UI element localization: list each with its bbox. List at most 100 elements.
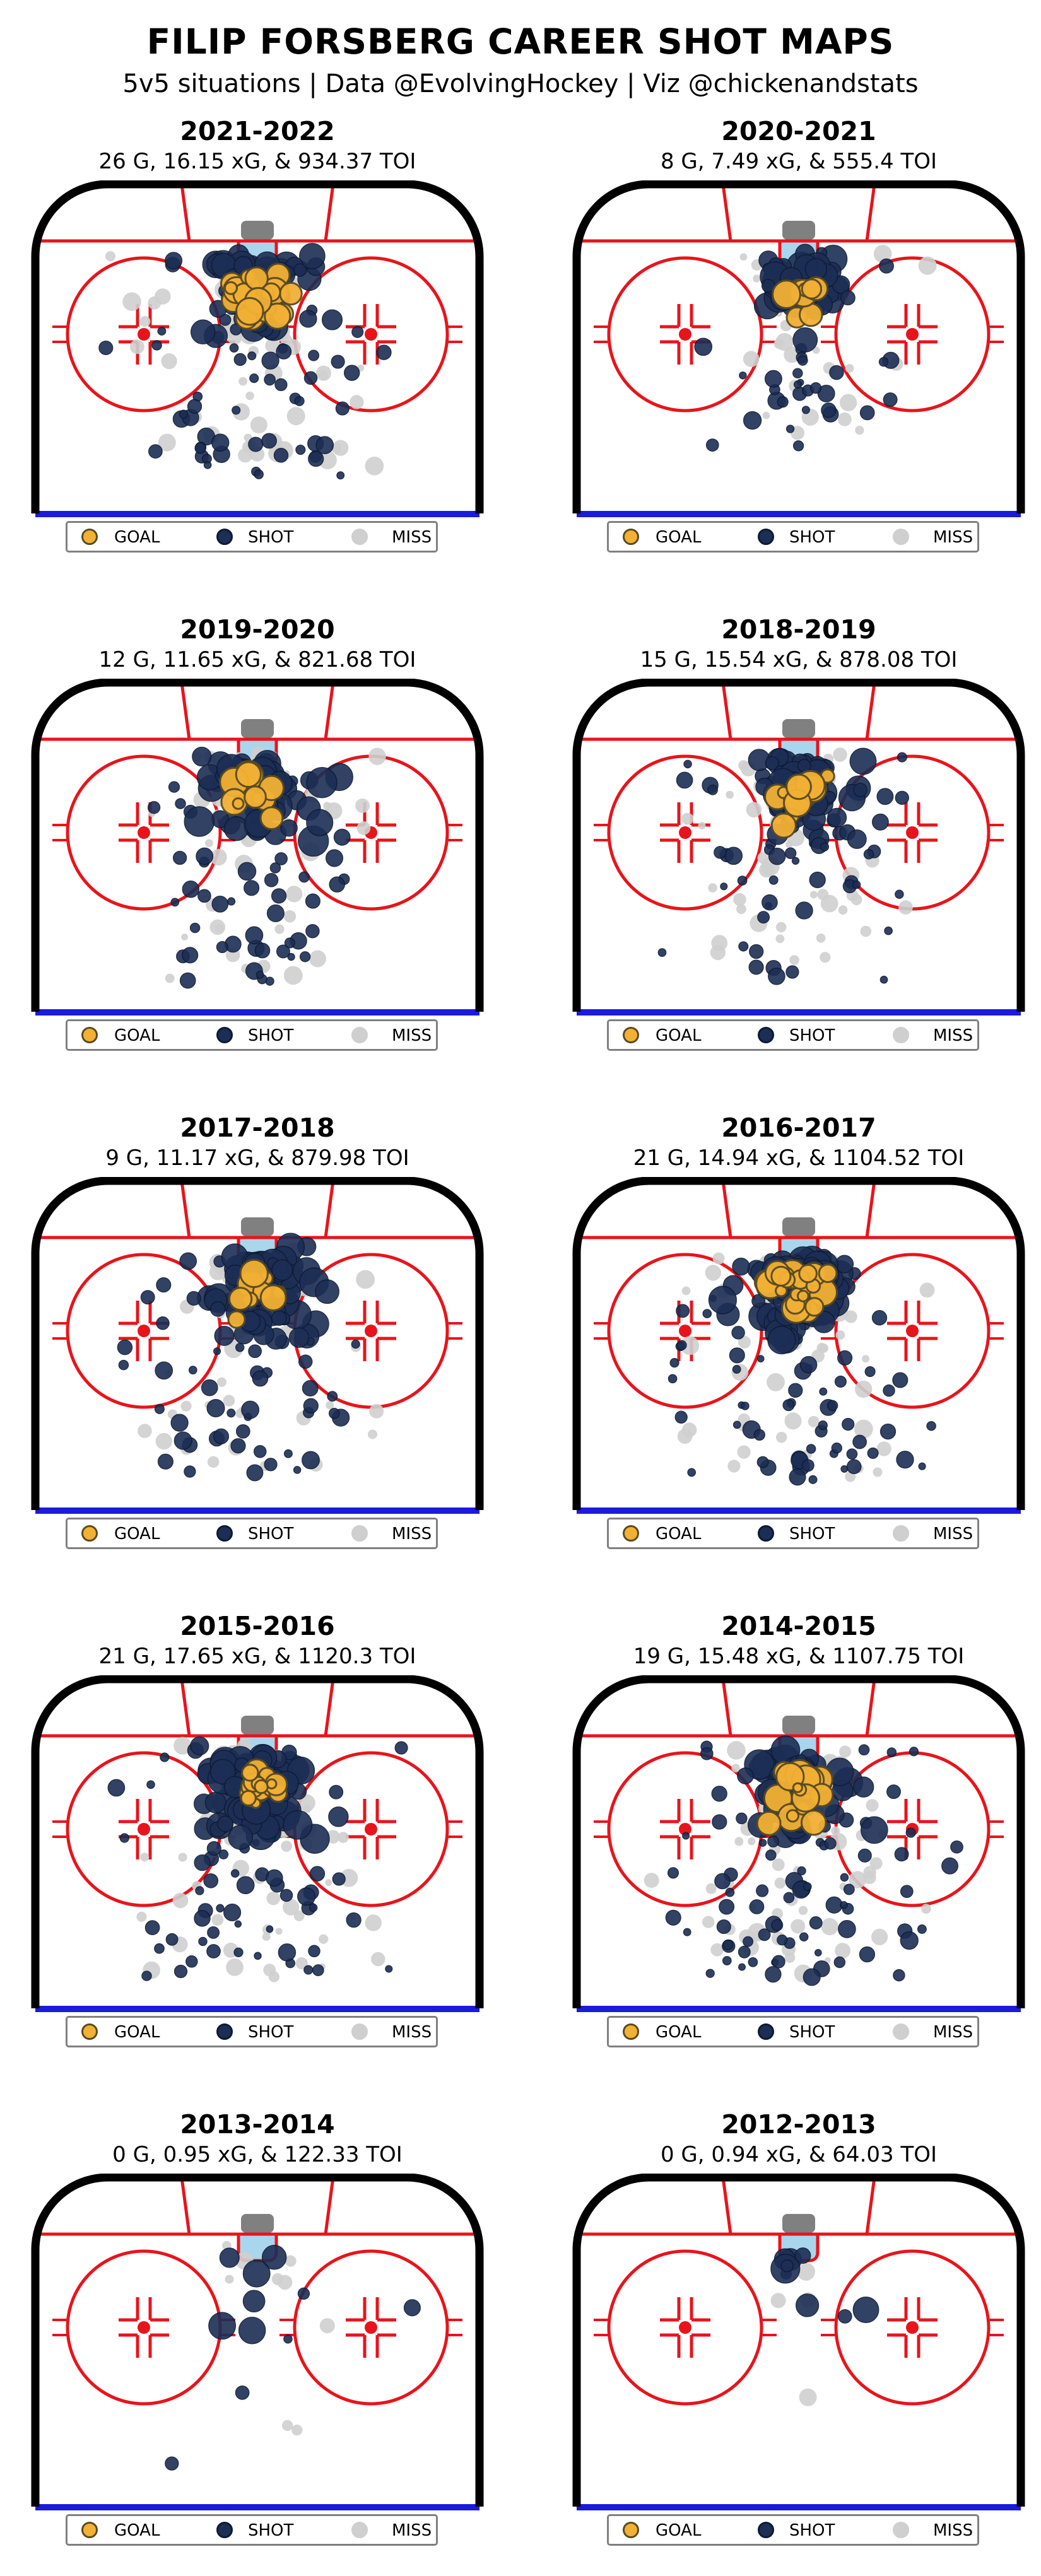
shot-marker xyxy=(767,1326,796,1355)
goal-net xyxy=(782,2214,815,2233)
miss-marker xyxy=(138,1424,152,1438)
shot-marker xyxy=(219,2247,240,2268)
shot-marker xyxy=(846,1459,862,1475)
shot-marker xyxy=(758,1839,767,1847)
goal-marker xyxy=(235,296,264,326)
shot-marker xyxy=(315,436,334,455)
shot-marker xyxy=(751,1294,766,1308)
shot-marker xyxy=(253,1445,267,1458)
legend-miss-label: MISS xyxy=(933,1525,973,1543)
miss-marker xyxy=(816,934,826,943)
legend-goal-label: GOAL xyxy=(656,528,702,547)
legend-goal-marker xyxy=(81,2522,98,2538)
miss-marker xyxy=(775,934,785,944)
shot-marker xyxy=(156,1316,170,1330)
miss-marker xyxy=(762,411,770,419)
miss-marker xyxy=(727,1460,741,1473)
legend-miss-label: MISS xyxy=(392,1026,432,1045)
miss-marker xyxy=(283,910,297,923)
shot-marker xyxy=(264,873,279,887)
shot-marker xyxy=(812,1310,835,1333)
goal-marker xyxy=(244,266,269,291)
shot-marker xyxy=(771,1919,784,1931)
shot-marker xyxy=(309,1903,318,1912)
shot-marker xyxy=(170,1414,189,1432)
figure-subtitle: 5v5 situations | Data @EvolvingHockey | … xyxy=(122,69,919,98)
shot-marker xyxy=(900,1931,919,1950)
shot-marker xyxy=(297,2287,310,2300)
shot-marker xyxy=(833,1956,846,1969)
legend: GOAL SHOT MISS xyxy=(607,521,979,553)
legend-goal-label: GOAL xyxy=(114,2521,160,2540)
shot-marker xyxy=(273,448,289,463)
panel-title: 2012-2013 xyxy=(721,2109,876,2140)
rink-plot xyxy=(572,679,1025,1016)
shot-marker xyxy=(826,1400,838,1412)
miss-marker xyxy=(319,1934,329,1944)
shot-marker xyxy=(179,972,196,989)
goal-marker xyxy=(770,812,797,839)
miss-marker xyxy=(798,1906,808,1915)
goal-marker xyxy=(232,797,245,810)
miss-marker xyxy=(245,391,254,401)
miss-marker xyxy=(140,1853,150,1862)
miss-marker xyxy=(738,1335,751,1349)
shot-marker xyxy=(154,1403,165,1414)
shot-marker xyxy=(154,1943,165,1954)
miss-marker xyxy=(854,1419,873,1439)
rink-plot xyxy=(31,1675,484,2012)
shot-marker xyxy=(287,952,295,961)
shot-marker xyxy=(806,1444,816,1454)
shot-marker xyxy=(950,1840,963,1854)
goal-marker xyxy=(264,302,291,330)
shot-marker xyxy=(218,1849,229,1859)
miss-marker xyxy=(122,292,141,311)
miss-marker xyxy=(748,1837,756,1846)
miss-marker xyxy=(731,1764,740,1772)
shot-marker xyxy=(801,406,810,414)
goal-net xyxy=(241,719,274,738)
shot-marker xyxy=(840,290,856,306)
shot-marker xyxy=(871,813,889,831)
goal-net xyxy=(241,1217,274,1236)
shot-marker xyxy=(897,752,907,763)
miss-marker xyxy=(845,364,854,373)
shot-marker xyxy=(708,1285,737,1314)
shot-marker xyxy=(737,875,748,886)
shot-markers xyxy=(668,1245,936,1486)
shot-marker xyxy=(299,951,311,963)
shot-marker xyxy=(831,1443,842,1454)
legend: GOAL SHOT MISS xyxy=(607,1518,979,1549)
miss-marker xyxy=(238,377,247,386)
shot-marker xyxy=(302,1380,319,1396)
faceoff-circle xyxy=(293,256,449,413)
shot-marker xyxy=(809,382,822,394)
miss-marker xyxy=(371,1952,385,1967)
shot-marker xyxy=(809,871,826,889)
shot-marker xyxy=(245,926,264,945)
miss-marker xyxy=(862,1871,876,1884)
shot-marker xyxy=(229,343,239,353)
shot-marker xyxy=(838,1920,856,1938)
panel-title: 2017-2018 xyxy=(180,1113,335,1143)
shot-marker xyxy=(858,1744,870,1756)
miss-marker xyxy=(209,1263,226,1280)
miss-marker xyxy=(743,351,760,367)
shot-marker xyxy=(155,1361,174,1380)
miss-marker xyxy=(332,440,349,456)
shot-marker xyxy=(772,1955,785,1969)
shot-marker xyxy=(853,783,867,797)
shot-marker xyxy=(244,880,260,896)
shot-marker xyxy=(271,1310,287,1326)
legend-miss-label: MISS xyxy=(392,1525,432,1543)
shot-marker xyxy=(871,1310,888,1326)
shot-marker xyxy=(834,1375,847,1388)
miss-marker xyxy=(873,1467,883,1477)
shot-marker xyxy=(743,411,762,430)
goal-net xyxy=(241,221,274,240)
shot-marker xyxy=(700,1747,714,1760)
shot-marker xyxy=(209,1301,226,1317)
shot-map-panel: 2014-2015 19 G, 15.48 xG, & 1107.75 TOI GO… xyxy=(572,1611,1026,2078)
shot-marker xyxy=(753,1429,765,1441)
legend-shot-marker xyxy=(758,2522,774,2538)
